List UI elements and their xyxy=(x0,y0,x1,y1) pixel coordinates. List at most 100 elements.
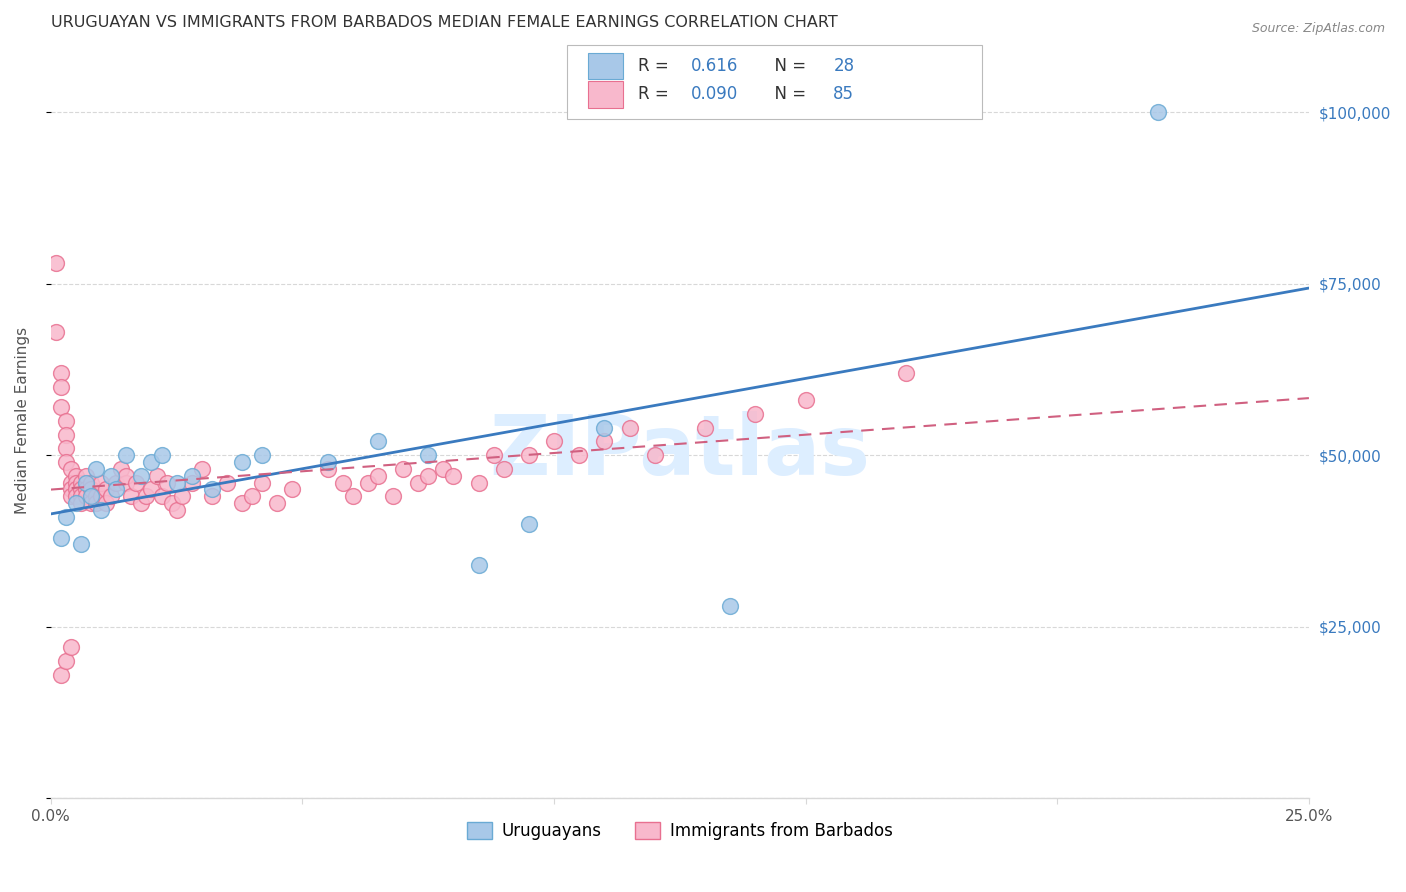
Point xyxy=(135,489,157,503)
Point xyxy=(619,421,641,435)
Point xyxy=(240,489,263,503)
Point xyxy=(160,496,183,510)
Point xyxy=(432,462,454,476)
Point xyxy=(59,489,82,503)
Text: ZIPatlas: ZIPatlas xyxy=(489,410,870,491)
Point xyxy=(744,407,766,421)
Point xyxy=(593,434,616,449)
Point xyxy=(215,475,238,490)
Text: R =: R = xyxy=(638,86,675,103)
Point xyxy=(49,379,72,393)
Point xyxy=(492,462,515,476)
Point xyxy=(49,400,72,414)
Point xyxy=(80,496,103,510)
Point xyxy=(80,475,103,490)
Point xyxy=(100,468,122,483)
Point xyxy=(96,496,118,510)
FancyBboxPatch shape xyxy=(588,81,623,108)
Point xyxy=(80,489,103,503)
Point xyxy=(517,516,540,531)
Point xyxy=(59,640,82,655)
Point xyxy=(568,448,591,462)
Point xyxy=(80,483,103,497)
Point xyxy=(131,468,153,483)
Point xyxy=(644,448,666,462)
Point xyxy=(693,421,716,435)
Point xyxy=(45,325,67,339)
Point xyxy=(125,475,148,490)
Point xyxy=(141,483,163,497)
Point xyxy=(65,475,87,490)
Point xyxy=(55,510,77,524)
Text: N =: N = xyxy=(763,86,811,103)
Point xyxy=(1147,105,1170,120)
Point xyxy=(482,448,505,462)
Point xyxy=(65,489,87,503)
Point xyxy=(55,455,77,469)
Point xyxy=(718,599,741,613)
Point xyxy=(59,483,82,497)
Text: N =: N = xyxy=(763,56,811,75)
Point xyxy=(180,475,202,490)
Point xyxy=(896,366,918,380)
Point xyxy=(84,496,107,510)
Point xyxy=(367,468,389,483)
Point xyxy=(75,475,97,490)
Text: 28: 28 xyxy=(834,56,855,75)
Point xyxy=(55,427,77,442)
Point xyxy=(418,448,440,462)
Point xyxy=(70,489,93,503)
Point xyxy=(145,468,167,483)
Point xyxy=(316,455,339,469)
Point xyxy=(115,468,138,483)
Point xyxy=(332,475,354,490)
Point xyxy=(75,483,97,497)
Point xyxy=(120,489,142,503)
Point xyxy=(105,483,128,497)
Text: Source: ZipAtlas.com: Source: ZipAtlas.com xyxy=(1251,22,1385,36)
Point xyxy=(406,475,429,490)
Point xyxy=(593,421,616,435)
Point xyxy=(110,462,132,476)
Point xyxy=(250,475,273,490)
Text: URUGUAYAN VS IMMIGRANTS FROM BARBADOS MEDIAN FEMALE EARNINGS CORRELATION CHART: URUGUAYAN VS IMMIGRANTS FROM BARBADOS ME… xyxy=(51,15,838,30)
Point xyxy=(367,434,389,449)
Point xyxy=(266,496,288,510)
Point xyxy=(84,462,107,476)
Point xyxy=(441,468,464,483)
Point xyxy=(55,442,77,456)
Point xyxy=(70,537,93,551)
Point xyxy=(84,489,107,503)
Point xyxy=(45,256,67,270)
Text: 85: 85 xyxy=(834,86,855,103)
Point xyxy=(357,475,380,490)
Text: R =: R = xyxy=(638,56,679,75)
Point xyxy=(90,503,112,517)
Point xyxy=(201,483,224,497)
Point xyxy=(281,483,304,497)
FancyBboxPatch shape xyxy=(588,53,623,79)
Point xyxy=(115,475,138,490)
Point xyxy=(131,496,153,510)
Point xyxy=(316,462,339,476)
Point xyxy=(150,448,173,462)
Point xyxy=(231,455,253,469)
Point xyxy=(55,414,77,428)
Point xyxy=(75,489,97,503)
Point xyxy=(90,489,112,503)
Point xyxy=(231,496,253,510)
Point xyxy=(150,489,173,503)
Point xyxy=(70,496,93,510)
Point xyxy=(115,448,138,462)
Point xyxy=(543,434,565,449)
Point xyxy=(49,667,72,681)
Point xyxy=(170,489,193,503)
Point xyxy=(65,483,87,497)
Point xyxy=(180,468,202,483)
Legend: Uruguayans, Immigrants from Barbados: Uruguayans, Immigrants from Barbados xyxy=(460,815,900,847)
Point xyxy=(467,475,489,490)
Point xyxy=(382,489,405,503)
Point xyxy=(141,455,163,469)
Point xyxy=(55,654,77,668)
Point xyxy=(65,496,87,510)
